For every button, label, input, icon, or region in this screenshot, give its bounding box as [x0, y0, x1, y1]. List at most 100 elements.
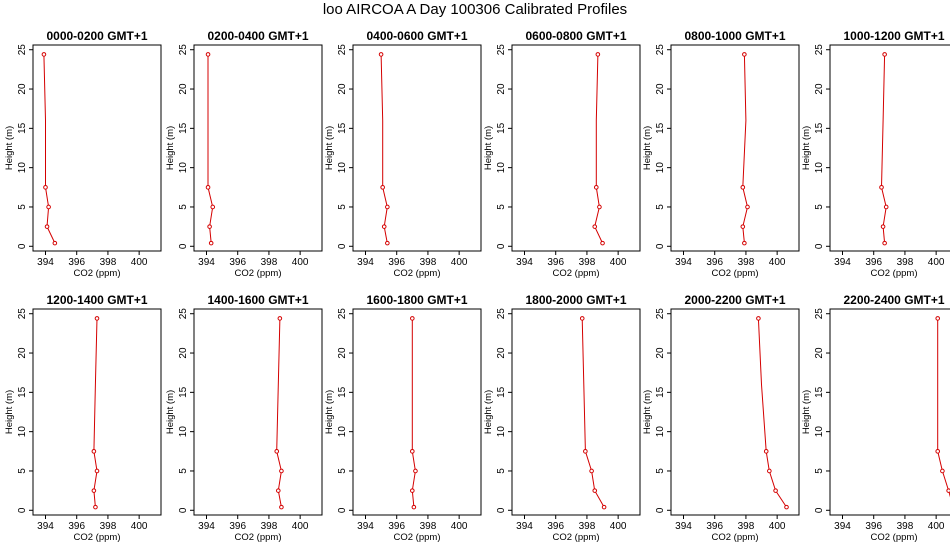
- profile-point: [883, 204, 889, 210]
- panel-title: 0600-0800 GMT+1: [525, 29, 626, 43]
- x-tick-label: 400: [769, 257, 786, 268]
- panel-title: 2000-2200 GMT+1: [684, 293, 785, 307]
- profile-point: [380, 185, 385, 190]
- profile-point: [385, 204, 390, 210]
- y-tick-label: 5: [655, 204, 666, 210]
- profile-point: [784, 504, 789, 510]
- y-axis-label: Height (m): [642, 126, 653, 170]
- profile-point: [207, 224, 212, 229]
- y-tick-label: 25: [496, 44, 507, 56]
- x-tick-label: 396: [547, 257, 564, 268]
- plot-frame: [829, 44, 950, 252]
- profile-point: [44, 224, 50, 229]
- x-axis-label: CO2 (ppm): [871, 268, 918, 279]
- profile-point: [773, 488, 778, 493]
- profile-point: [742, 240, 747, 246]
- profile-point: [274, 449, 280, 454]
- profile-point: [93, 504, 98, 510]
- y-tick-label: 15: [496, 122, 507, 134]
- profile-point: [880, 224, 886, 229]
- x-tick-label: 400: [131, 521, 148, 532]
- profile-point: [378, 52, 384, 57]
- x-axis-label: CO2 (ppm): [871, 532, 918, 543]
- profile-point: [410, 316, 415, 321]
- y-tick-label: 0: [17, 507, 28, 513]
- y-tick-label: 25: [178, 308, 189, 320]
- x-tick-label: 400: [928, 257, 945, 268]
- panel-title: 0400-0600 GMT+1: [366, 29, 467, 43]
- y-axis-label: Height (m): [483, 390, 494, 434]
- panel-2: 0200-0400 GMT+1 394 396 398 400 CO2 (ppm) 0 5 10…: [165, 29, 323, 279]
- y-tick-label: 5: [337, 468, 348, 474]
- y-tick-label: 20: [178, 83, 189, 95]
- y-axis-label: Height (m): [801, 126, 812, 170]
- x-tick-label: 394: [357, 521, 374, 532]
- profile-point: [592, 224, 598, 229]
- profile-point: [410, 449, 415, 454]
- plot-frame: [193, 44, 323, 252]
- profile-point: [279, 468, 284, 474]
- panel-12: 2200-2400 GMT+1 394 396 398 400 CO2 (ppm) 0 5 10…: [801, 293, 950, 543]
- plot-frame: [32, 308, 162, 516]
- y-tick-label: 0: [178, 507, 189, 513]
- panel-title: 0800-1000 GMT+1: [684, 29, 785, 43]
- profile-point: [742, 52, 747, 57]
- profile-line: [411, 318, 416, 508]
- y-tick-label: 0: [814, 507, 825, 513]
- profile-point: [589, 468, 594, 474]
- profile-point: [882, 240, 887, 246]
- profile-point: [91, 449, 97, 454]
- x-tick-label: 396: [706, 257, 723, 268]
- x-tick-label: 400: [131, 257, 148, 268]
- x-tick-label: 398: [420, 257, 437, 268]
- y-tick-label: 20: [17, 347, 28, 359]
- profile-point: [595, 52, 601, 57]
- x-tick-label: 400: [451, 257, 468, 268]
- profile-point: [946, 488, 950, 493]
- profile-point: [52, 240, 58, 246]
- profile-point: [413, 468, 418, 474]
- y-axis-label: Height (m): [4, 390, 15, 434]
- y-tick-label: 10: [496, 426, 507, 438]
- plot-frame: [670, 44, 800, 252]
- y-tick-label: 10: [814, 162, 825, 174]
- x-tick-label: 394: [198, 257, 215, 268]
- figure-title: loo AIRCOA A Day 100306 Calibrated Profi…: [322, 1, 628, 18]
- x-tick-label: 394: [516, 257, 533, 268]
- y-tick-label: 15: [655, 386, 666, 398]
- profile-point: [756, 316, 761, 321]
- profile-point: [46, 204, 51, 210]
- panel-3: 0400-0600 GMT+1 394 396 398 400 CO2 (ppm) 0 5 10…: [324, 29, 482, 279]
- plot-frame: [193, 308, 323, 516]
- y-tick-label: 25: [814, 44, 825, 56]
- profile-point: [275, 488, 281, 493]
- y-tick-label: 10: [337, 162, 348, 174]
- x-tick-label: 396: [706, 521, 723, 532]
- profile-point: [205, 52, 211, 57]
- y-tick-label: 25: [655, 44, 666, 56]
- y-tick-label: 15: [496, 386, 507, 398]
- y-axis-label: Height (m): [165, 390, 176, 434]
- y-tick-label: 5: [17, 468, 28, 474]
- profile-point: [879, 185, 884, 190]
- profile-point: [277, 316, 283, 321]
- y-tick-label: 15: [17, 122, 28, 134]
- x-tick-label: 400: [610, 521, 627, 532]
- profile-point: [767, 468, 772, 474]
- y-axis-label: Height (m): [642, 390, 653, 434]
- x-tick-label: 398: [261, 521, 278, 532]
- plot-frame: [352, 44, 482, 252]
- plot-frame: [352, 308, 482, 516]
- x-tick-label: 394: [357, 257, 374, 268]
- panel-8: 1400-1600 GMT+1 394 396 398 400 CO2 (ppm) 0 5 10…: [165, 293, 323, 543]
- x-tick-label: 394: [675, 257, 692, 268]
- plot-frame: [511, 44, 641, 252]
- y-tick-label: 0: [655, 507, 666, 513]
- x-axis-label: CO2 (ppm): [712, 268, 759, 279]
- y-tick-label: 20: [814, 83, 825, 95]
- profile-point: [740, 224, 746, 229]
- y-tick-label: 20: [655, 347, 666, 359]
- y-tick-label: 5: [178, 204, 189, 210]
- profile-point: [601, 504, 607, 510]
- profile-point: [740, 185, 746, 190]
